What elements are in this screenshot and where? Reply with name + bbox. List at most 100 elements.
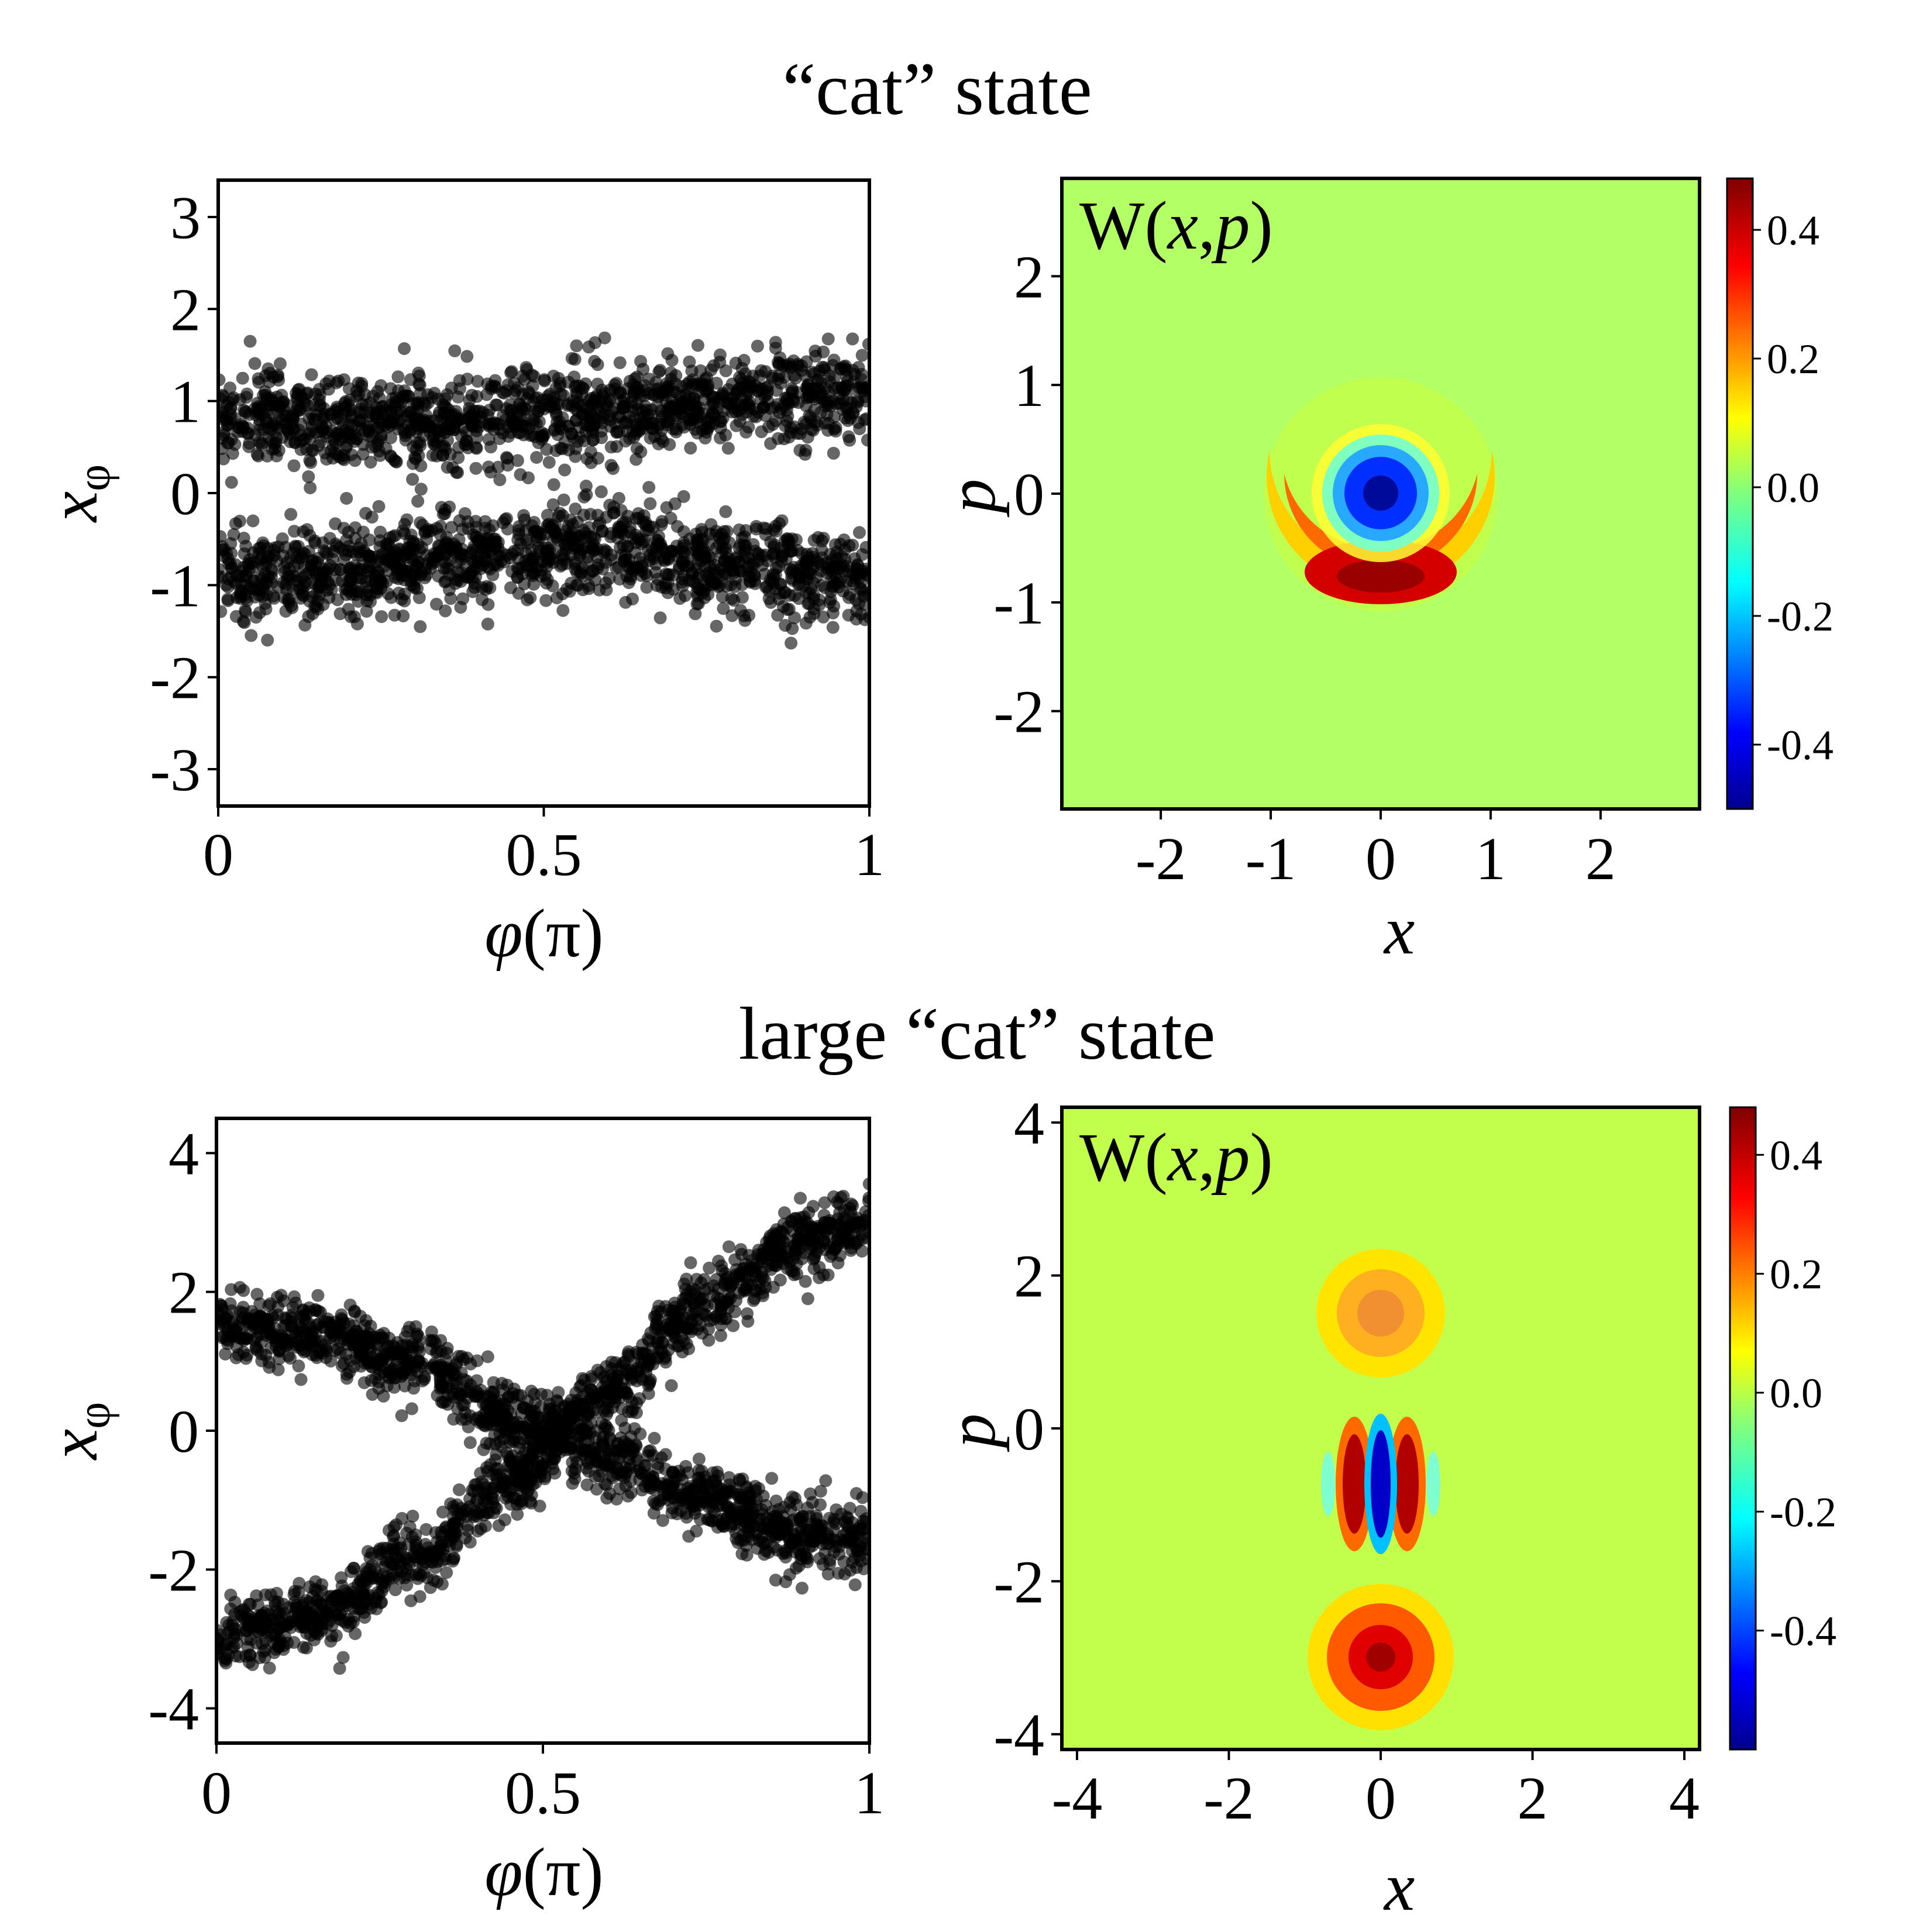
large-cat-scatter-point [651, 1337, 665, 1350]
cat-scatter-point [714, 421, 727, 435]
large-cat-scatter-point [431, 1535, 443, 1548]
large-cat-scatter-point [621, 1489, 635, 1503]
cat-scatter-point [476, 593, 489, 607]
cat-scatter-point [320, 453, 333, 466]
cat-scatter-point [713, 348, 727, 361]
cat-scatter-point [374, 379, 388, 392]
large-cat-scatter-point [263, 1661, 276, 1675]
cat-scatter-point [441, 388, 454, 401]
large-cat-scatter-point [425, 1325, 438, 1338]
large-cat-scatter-point [837, 1555, 851, 1568]
cat-scatter-point [749, 520, 763, 533]
cat-scatter-point [439, 575, 453, 588]
cat-scatter-point [803, 597, 816, 610]
cat-scatter-point [467, 564, 480, 577]
cat-scatter-point [470, 431, 483, 445]
cat-scatter-point [278, 565, 291, 578]
cat-scatter-point [317, 598, 330, 611]
large-cat-scatter-point [776, 1524, 790, 1538]
large-cat-scatter-point [804, 1487, 817, 1500]
large-cat-scatter-point [814, 1519, 828, 1532]
large-cat-scatter-point [357, 1376, 371, 1389]
cat-scatter-point [248, 357, 262, 370]
cat-scatter-point [448, 344, 462, 357]
cat-colorbar-tick-label: 0.0 [1767, 464, 1819, 511]
cat-scatter-point [827, 410, 841, 423]
large-cat-scatter-point [406, 1510, 419, 1523]
cat-scatter-point [444, 592, 457, 605]
cat-scatter-point [370, 407, 384, 420]
large-cat-scatter-point [402, 1354, 415, 1367]
cat-scatter-point [566, 518, 579, 531]
cat-scatter-point [799, 399, 813, 412]
large-cat-scatter-point [243, 1649, 257, 1662]
cat-scatter-point [846, 332, 859, 346]
large-cat-scatter-point [509, 1397, 522, 1410]
cat-wigner-crescent-mid [1284, 474, 1477, 570]
large-cat-scatter-point [452, 1483, 466, 1496]
cat-scatter-point [809, 345, 822, 358]
cat-scatter-point [520, 361, 533, 374]
cat-scatter-point [479, 541, 493, 555]
large-cat-scatter-point [613, 1452, 626, 1465]
cat-scatter-point [548, 401, 561, 415]
large-cat-scatter-point [589, 1454, 603, 1468]
cat-scatter-point [430, 598, 443, 611]
cat-scatter-point [460, 435, 473, 448]
cat-scatter-point [556, 604, 570, 617]
cat-scatter-point [751, 339, 764, 353]
large-cat-scatter-point [655, 1451, 668, 1465]
large-cat-scatter-point [300, 1330, 314, 1343]
large-cat-scatter-point [710, 1478, 723, 1492]
large-cat-scatter-point [714, 1329, 727, 1342]
large-cat-scatter-point [359, 1314, 373, 1327]
cat-scatter-point [695, 523, 708, 536]
large-cat-scatter-point [684, 1256, 697, 1269]
cat-scatter-point [579, 480, 593, 493]
cat-scatter-point [849, 383, 862, 396]
cat-scatter-point [465, 388, 479, 402]
cat-scatter-point [479, 554, 493, 567]
cat-colorbar-tick-label: 0.2 [1767, 336, 1819, 383]
cat-wigner-xtick-label: -1 [1246, 825, 1296, 893]
cat-scatter-point [640, 581, 653, 594]
large-cat-scatter-point [395, 1409, 408, 1423]
large-cat-scatter-point [240, 1348, 253, 1362]
cat-scatter-point [273, 357, 287, 370]
cat-scatter-point [329, 517, 342, 531]
cat-colorbar [1726, 177, 1754, 810]
cat-wigner-xtick-label: -2 [1136, 825, 1186, 893]
large-cat-scatter-point [487, 1385, 500, 1399]
cat-scatter-point [414, 483, 428, 496]
large-cat-scatter-point [834, 1507, 848, 1521]
cat-scatter-point [285, 409, 299, 423]
cat-scatter-point [719, 364, 732, 377]
cat-wigner-ytick-label: -2 [993, 679, 1044, 746]
cat-scatter-point [404, 415, 417, 428]
cat-scatter-point [826, 621, 840, 634]
large-cat-scatter-point [548, 1466, 562, 1480]
cat-scatter-point [789, 533, 803, 546]
cat-scatter-point [234, 584, 247, 598]
cat-scatter-point [411, 494, 425, 508]
cat-scatter-xtick-label: 0 [203, 821, 233, 888]
large-cat-scatter-point [486, 1468, 499, 1481]
cat-scatter-point [410, 559, 423, 572]
cat-scatter-point [349, 521, 362, 535]
large-cat-scatter-point [528, 1404, 541, 1418]
cat-scatter-point [342, 418, 356, 431]
large-cat-scatter-point [388, 1583, 402, 1596]
large-cat-scatter-point [648, 1431, 661, 1445]
cat-scatter-point [295, 550, 309, 563]
cat-scatter-point [759, 381, 773, 395]
cat-scatter-point [738, 398, 752, 412]
cat-scatter-point [491, 460, 505, 474]
cat-scatter-point [363, 555, 377, 567]
cat-scatter-point [768, 401, 781, 414]
large-cat-scatter-point [816, 1531, 829, 1545]
large-cat-scatter-point [357, 1589, 370, 1602]
cat-scatter-point [621, 382, 635, 395]
large-cat-scatter-point [462, 1420, 475, 1434]
large-cat-scatter-point [610, 1492, 623, 1506]
large-cat-scatter-point [292, 1319, 305, 1332]
